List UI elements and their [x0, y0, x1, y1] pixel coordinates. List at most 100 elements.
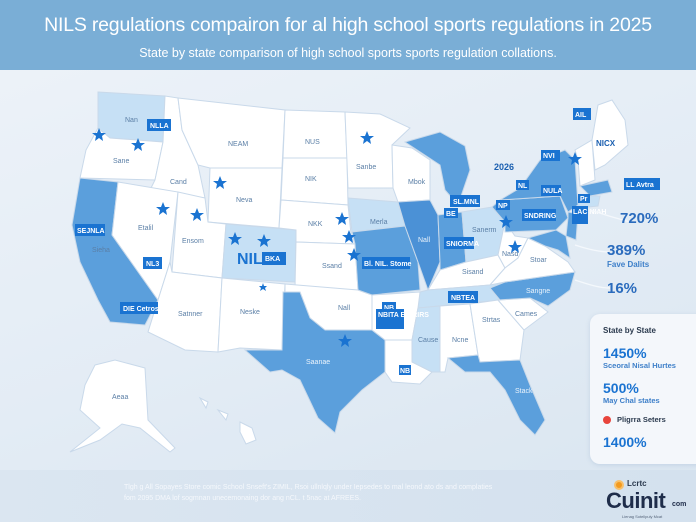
tag-pa[interactable]: SNDRING — [522, 209, 557, 221]
star-icon — [228, 232, 242, 245]
label-sd: NIK — [305, 176, 317, 183]
tag-ca-south[interactable]: DIE Cetros — [120, 302, 159, 314]
state-texas[interactable] — [243, 291, 386, 434]
state-montana[interactable] — [177, 97, 286, 169]
state-maine[interactable] — [591, 99, 629, 171]
stat-3: 16% — [607, 280, 637, 297]
tag-ar-box[interactable]: NBITA EIARIRS — [376, 309, 429, 329]
page-subtitle: State by state comparison of high school… — [139, 46, 557, 60]
svg-text:LAC NIAH: LAC NIAH — [573, 209, 606, 216]
label-wv: Nasd — [502, 251, 518, 258]
stat-3-value: 16% — [607, 280, 638, 297]
legend-item-1: 1450% Sceoral Nisal Hurtes — [603, 345, 696, 370]
svg-text:NLLA: NLLA — [150, 123, 169, 130]
label-ks: Ssand — [322, 263, 342, 270]
svg-text:NL3: NL3 — [146, 261, 159, 268]
tag-ri[interactable]: Pr — [578, 194, 590, 203]
tag-ny-left[interactable]: NL — [516, 180, 529, 190]
label-ut: Ensom — [182, 238, 204, 245]
state-massachusetts[interactable] — [578, 179, 613, 197]
state-virginia[interactable] — [488, 237, 576, 286]
star-icon — [508, 240, 522, 253]
star-icon — [131, 138, 145, 151]
legend-dot-label: Pligrra Seters — [617, 415, 666, 424]
logo-tagline: Lienag Sotellpuly Mcat — [622, 514, 663, 519]
svg-text:Pr: Pr — [580, 196, 588, 203]
state-hawaii[interactable] — [198, 396, 257, 445]
label-ga: Strtas — [482, 317, 501, 324]
label-oh: Sanerm — [472, 227, 497, 234]
star-icon — [338, 334, 352, 347]
svg-text:DIE Cetros: DIE Cetros — [123, 306, 159, 313]
tag-wa[interactable]: NLLA — [147, 119, 171, 131]
stat-1: 720% — [620, 210, 658, 227]
state-new-mexico[interactable] — [217, 277, 286, 353]
tag-nv[interactable]: NL3 — [143, 257, 162, 269]
legend-item-1-label: Sceoral Nisal Hurtes — [603, 361, 676, 370]
svg-text:SNDRING: SNDRING — [524, 213, 557, 220]
svg-text:AIL: AIL — [575, 112, 587, 119]
star-icon — [499, 215, 513, 228]
label-ak: Aeaa — [112, 394, 128, 401]
state-illinois[interactable] — [397, 199, 441, 292]
stat-1-value: 720% — [620, 210, 659, 227]
tag-ma[interactable]: LL Avtra — [624, 178, 660, 190]
tag-ny-top[interactable]: NVI — [541, 150, 560, 161]
page-title: NILS regulations compairon for al high s… — [44, 14, 652, 36]
svg-text:NBTEA: NBTEA — [451, 295, 475, 302]
legend-item-1-value: 1450% — [603, 345, 647, 361]
tag-tn[interactable]: NBTEA — [448, 291, 478, 303]
star-icon — [568, 152, 582, 165]
tag-oh[interactable]: NP — [496, 200, 510, 210]
legend-title: State by State — [603, 326, 656, 335]
tag-co[interactable]: BKA — [262, 252, 286, 265]
tag-ar-top[interactable]: NB — [382, 302, 396, 312]
star-icon — [335, 212, 349, 225]
label-il: Nall — [418, 237, 431, 244]
footer-note-line-2: fom 2095 DMA lof sogmnan unecemonaing do… — [124, 495, 361, 502]
label-fl: Stack — [515, 388, 533, 395]
state-florida[interactable] — [446, 354, 546, 436]
logo-brand-text: Cuinit — [606, 488, 666, 513]
legend-dot-row: Pligrra Seters — [603, 415, 696, 424]
label-ms: Cause — [418, 337, 438, 344]
star-icon — [190, 208, 204, 221]
stat-2-label: Fave Dalits — [607, 260, 650, 269]
label-nv: Etalil — [138, 225, 154, 232]
tag-ny[interactable]: NULA — [541, 185, 562, 196]
svg-text:NB: NB — [400, 368, 410, 375]
label-mn: Sanbe — [356, 164, 376, 171]
tag-mo[interactable]: Bl. NIL. Stome — [362, 257, 412, 269]
svg-text:BKA: BKA — [265, 256, 280, 263]
tag-la[interactable]: NB — [399, 365, 411, 375]
state-north-dakota[interactable] — [282, 109, 348, 159]
tag-me-top[interactable]: AIL — [573, 108, 591, 120]
stat-2: 389% Fave Dalits — [607, 242, 649, 269]
label-me: NICX — [596, 139, 616, 148]
tag-in[interactable]: SNIORMA — [444, 237, 479, 249]
tag-ca-north[interactable]: SEJNLA — [75, 224, 105, 236]
legend-item-2-label: May Chal states — [603, 396, 660, 405]
legend-item-2: 500% May Chal states — [603, 380, 696, 405]
footer-note: Tlgh g All Sopayes Store comic School Sn… — [124, 482, 544, 504]
label-ok: Nall — [338, 305, 351, 312]
svg-text:NP: NP — [498, 203, 508, 210]
svg-text:SL.MNL: SL.MNL — [453, 199, 480, 206]
brand-logo[interactable]: Lcrtc Cuinit com Lienag Sotellpuly Mcat — [600, 476, 692, 520]
logo-small-text: Lcrtc — [627, 479, 647, 488]
tag-mi[interactable]: SL.MNL — [450, 195, 480, 207]
state-maryland-delaware[interactable] — [526, 229, 571, 260]
state-alaska[interactable] — [69, 359, 176, 453]
label-wi: Mbok — [408, 179, 426, 186]
label-or: Sane — [113, 158, 129, 165]
label-ne: NKK — [308, 221, 323, 228]
state-michigan[interactable] — [403, 131, 471, 206]
footer-note-line-1: Tlgh g All Sopayes Store comic School Sn… — [124, 484, 493, 491]
svg-text:NL: NL — [518, 183, 528, 190]
label-wa: Nan — [125, 117, 138, 124]
stat-2-value: 389% — [607, 242, 646, 259]
nil-big-label: NIL — [237, 251, 263, 268]
label-mt: NEAM — [228, 141, 248, 148]
tag-in-small[interactable]: BE — [444, 208, 458, 218]
tag-nj[interactable]: LAC NIAH — [572, 206, 606, 224]
